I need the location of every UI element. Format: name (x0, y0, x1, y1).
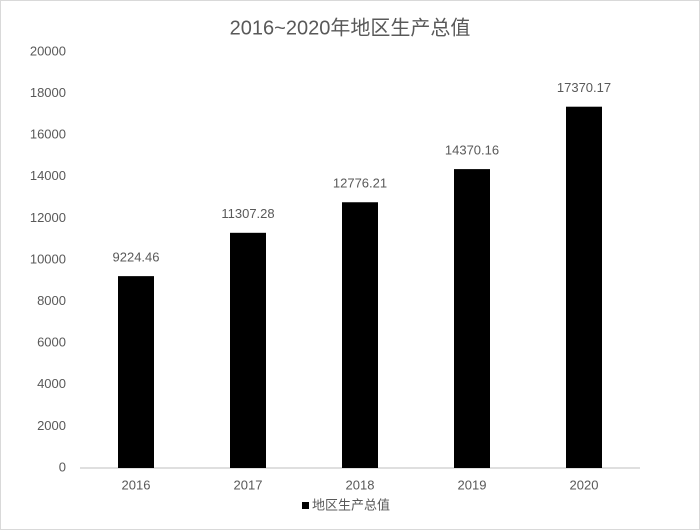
data-label: 9224.46 (113, 250, 160, 265)
legend-swatch (302, 502, 309, 509)
y-tick-label: 0 (59, 459, 66, 474)
x-tick-label: 2019 (458, 477, 487, 492)
y-tick-label: 14000 (30, 168, 66, 183)
chart-title: 2016~2020年地区生产总值 (230, 16, 471, 39)
data-label: 17370.17 (557, 80, 611, 95)
bar (454, 169, 490, 468)
x-tick-label: 2018 (346, 477, 375, 492)
data-label: 14370.16 (445, 143, 499, 158)
y-tick-label: 4000 (37, 376, 66, 391)
bar (118, 276, 154, 468)
legend-label: 地区生产总值 (312, 497, 390, 512)
y-tick-label: 16000 (30, 127, 66, 142)
bar (566, 106, 602, 468)
x-tick-label: 2020 (570, 477, 599, 492)
y-tick-label: 8000 (37, 293, 66, 308)
x-tick-label: 2016 (122, 477, 151, 492)
y-tick-label: 20000 (30, 43, 66, 58)
y-tick-label: 6000 (37, 335, 66, 350)
data-label: 11307.28 (221, 206, 274, 221)
data-label: 12776.21 (333, 176, 387, 191)
y-tick-label: 18000 (30, 85, 66, 100)
bar (342, 202, 378, 469)
y-tick-label: 12000 (30, 210, 66, 225)
x-tick-label: 2017 (234, 477, 263, 492)
bar (230, 232, 266, 468)
y-tick-label: 10000 (30, 251, 66, 266)
y-tick-label: 2000 (37, 418, 66, 433)
